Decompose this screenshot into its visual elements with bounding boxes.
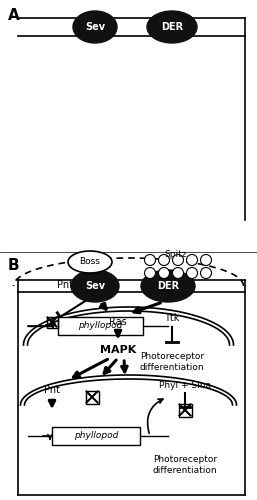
Ellipse shape [68, 251, 112, 273]
Ellipse shape [147, 11, 197, 43]
Circle shape [144, 254, 155, 266]
Bar [179, 404, 191, 416]
Circle shape [144, 268, 155, 278]
Ellipse shape [71, 270, 119, 302]
Circle shape [159, 254, 170, 266]
Circle shape [172, 254, 183, 266]
Text: Photoreceptor
differentiation: Photoreceptor differentiation [140, 352, 204, 372]
Text: Sev: Sev [85, 281, 105, 291]
Text: Sev: Sev [85, 22, 105, 32]
Text: Sina: Sina [175, 285, 196, 295]
Ellipse shape [73, 11, 117, 43]
Circle shape [187, 268, 197, 278]
FancyArrowPatch shape [148, 399, 163, 434]
Text: Yan: Yan [90, 280, 106, 290]
Bar [58, 317, 143, 335]
Text: Photoreceptor
differentiation: Photoreceptor differentiation [153, 455, 217, 475]
Circle shape [172, 268, 183, 278]
Text: phyllopod: phyllopod [78, 322, 123, 330]
Circle shape [200, 268, 212, 278]
Text: MAPK: MAPK [100, 345, 136, 355]
Circle shape [187, 254, 197, 266]
Text: Phyl + Sina: Phyl + Sina [159, 380, 211, 390]
Ellipse shape [141, 270, 195, 302]
Text: phyllopod: phyllopod [74, 432, 118, 440]
Text: Boss: Boss [80, 258, 100, 266]
Text: Pnt: Pnt [44, 385, 60, 395]
Text: DER: DER [157, 281, 179, 291]
Bar [52, 427, 140, 445]
Text: DER: DER [161, 22, 183, 32]
Text: B: B [8, 258, 20, 273]
Bar [86, 390, 98, 404]
Text: Ras: Ras [109, 317, 127, 327]
Text: Pnt: Pnt [57, 280, 73, 290]
Text: A: A [8, 8, 20, 23]
Circle shape [159, 268, 170, 278]
Circle shape [200, 254, 212, 266]
Text: Spitz: Spitz [165, 250, 187, 259]
Text: Ttk: Ttk [164, 313, 180, 323]
Bar [47, 316, 58, 328]
